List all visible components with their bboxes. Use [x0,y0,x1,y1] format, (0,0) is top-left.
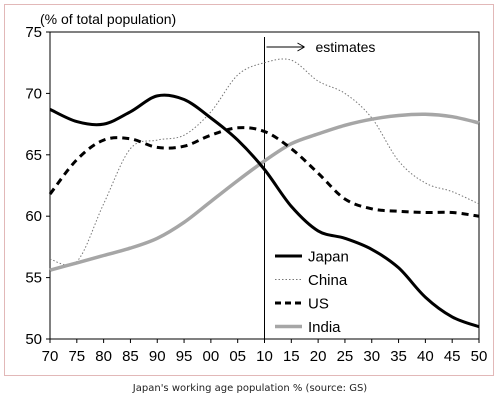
series-line-us [48,126,480,218]
x-tick-label: 35 [390,348,407,365]
x-tick-label: 95 [176,348,193,365]
x-tick-label: 70 [42,348,59,365]
y-tick-label: 55 [25,270,42,287]
legend-label-us: US [308,296,329,313]
x-tick-label: 80 [95,348,112,365]
y-tick-label: 75 [25,24,42,41]
estimates-label: estimates [316,39,376,55]
x-tick-label: 75 [68,348,85,365]
axes: 50 55 60 65 70 75 70 75 80 85 90 95 00 05 10 15 20 25 30 35… [25,11,487,365]
chart-caption: Japan's working age population % (source… [132,383,368,394]
y-axis-label: (% of total population) [40,11,176,27]
estimates-arrow-head [297,42,305,52]
x-tick-label: 15 [283,348,300,365]
line-chart: 50 55 60 65 70 75 70 75 80 85 90 95 00 05 10 15 20 25 30 35… [25,11,487,365]
legend: Japan China US India [275,249,349,336]
legend-label-india: India [308,319,341,336]
x-tick-label: 20 [310,348,327,365]
x-tick-label: 30 [363,348,380,365]
chart-frame [4,4,494,376]
series-line-japan [49,93,480,329]
x-tick-label: 45 [444,348,461,365]
y-tick-label: 65 [25,147,42,164]
x-tick-label: 50 [471,348,488,365]
x-tick-label: 85 [122,348,139,365]
legend-label-japan: Japan [308,249,349,266]
x-tick-label: 00 [203,348,220,365]
legend-label-china: China [308,272,348,289]
x-tick-label: 90 [149,348,166,365]
y-tick-label: 50 [25,331,42,348]
x-tick-label: 05 [229,348,246,365]
x-tick-label: 10 [256,348,273,365]
y-tick-label: 70 [25,85,42,102]
y-tick-label: 60 [25,208,42,225]
x-tick-label: 25 [337,348,354,365]
x-tick-label: 40 [417,348,434,365]
series-layer [48,58,480,329]
series-line-india [49,112,480,272]
